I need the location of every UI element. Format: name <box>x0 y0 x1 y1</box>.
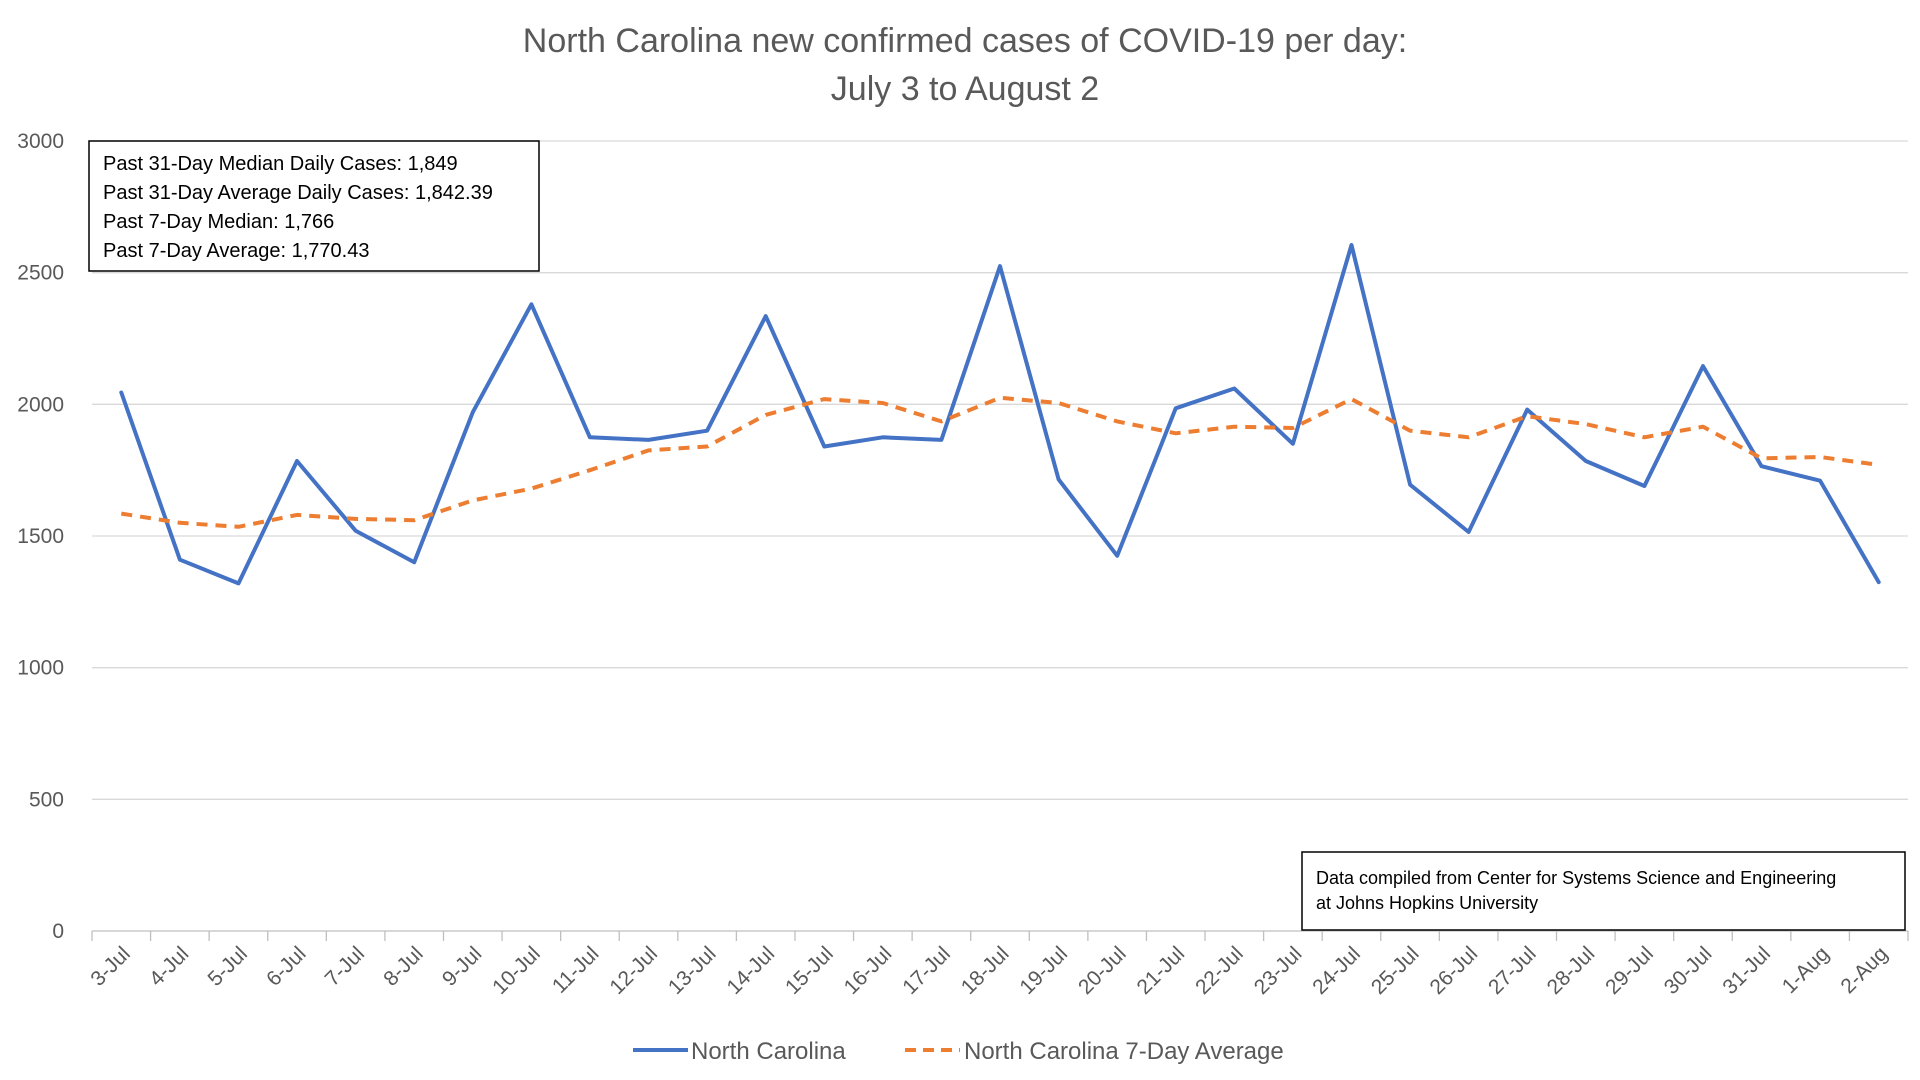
stats-annotation-box: Past 31-Day Median Daily Cases: 1,849 Pa… <box>88 140 540 272</box>
y-tick-label: 0 <box>52 920 64 943</box>
y-tick-label: 2500 <box>17 262 64 285</box>
x-tick-label: 19-Jul <box>1015 942 1072 999</box>
x-tick-label: 7-Jul <box>321 942 369 990</box>
x-tick-label: 27-Jul <box>1484 942 1541 999</box>
y-tick-label: 1500 <box>17 525 64 548</box>
x-tick-label: 3-Jul <box>86 942 134 990</box>
data-series <box>119 243 1881 586</box>
x-tick-label: 9-Jul <box>438 942 486 990</box>
y-tick-label: 1000 <box>17 657 64 680</box>
x-tick-label: 2-Aug <box>1836 942 1892 998</box>
series-line-north-carolina <box>119 243 1881 586</box>
x-tick-label: 30-Jul <box>1660 942 1717 999</box>
x-tick-label: 13-Jul <box>664 942 721 999</box>
x-tick-label: 14-Jul <box>723 942 780 999</box>
x-tick-label: 6-Jul <box>262 942 310 990</box>
source-line-2: at Johns Hopkins University <box>1316 893 1538 913</box>
y-tick-label: 3000 <box>17 130 64 153</box>
chart-title: North Carolina new confirmed cases of CO… <box>523 22 1407 60</box>
x-tick-label: 26-Jul <box>1425 942 1482 999</box>
y-tick-label: 500 <box>29 788 64 811</box>
source-annotation-box: Data compiled from Center for Systems Sc… <box>1301 851 1906 931</box>
x-tick-label: 1-Aug <box>1778 942 1834 998</box>
stats-line-3: Past 7-Day Median: 1,766 <box>103 211 334 233</box>
x-tick-label: 12-Jul <box>605 942 662 999</box>
x-axis-tick-labels: 3-Jul 4-Jul 5-Jul 6-Jul 7-Jul 8-Jul 9-Jul 10-Ju… <box>86 931 1909 999</box>
legend-label-north-carolina: North Carolina <box>691 1038 846 1065</box>
legend-item-north-carolina: North Carolina <box>633 1038 846 1065</box>
stats-line-1: Past 31-Day Median Daily Cases: 1,849 <box>103 153 458 175</box>
stats-line-4: Past 7-Day Average: 1,770.43 <box>103 240 369 262</box>
x-tick-label: 20-Jul <box>1074 942 1131 999</box>
source-line-1: Data compiled from Center for Systems Sc… <box>1316 868 1836 888</box>
x-tick-label: 21-Jul <box>1133 942 1190 999</box>
y-tick-label: 2000 <box>17 393 64 416</box>
x-tick-label: 28-Jul <box>1543 942 1600 999</box>
series-line-7-day-average <box>120 395 1879 529</box>
x-tick-label: 5-Jul <box>204 942 252 990</box>
x-tick-label: 29-Jul <box>1601 942 1658 999</box>
legend: North Carolina North Carolina 7-Day Aver… <box>633 1038 1284 1065</box>
x-tick-label: 16-Jul <box>840 942 897 999</box>
x-tick-label: 22-Jul <box>1191 942 1248 999</box>
x-tick-label: 31-Jul <box>1718 942 1775 999</box>
legend-item-7-day-average: North Carolina 7-Day Average <box>905 1038 1284 1065</box>
stats-line-2: Past 31-Day Average Daily Cases: 1,842.3… <box>103 182 493 204</box>
x-tick-label: 10-Jul <box>488 942 545 999</box>
x-tick-label: 4-Jul <box>145 942 193 990</box>
x-tick-label: 8-Jul <box>379 942 427 990</box>
x-tick-label: 15-Jul <box>781 942 838 999</box>
x-tick-label: 25-Jul <box>1367 942 1424 999</box>
legend-label-7-day-average: North Carolina 7-Day Average <box>964 1038 1284 1065</box>
x-tick-label: 24-Jul <box>1308 942 1365 999</box>
y-axis-tick-labels: 0 500 1000 1500 2000 2500 3000 <box>17 130 64 943</box>
x-tick-label: 18-Jul <box>957 942 1014 999</box>
x-tick-label: 23-Jul <box>1250 942 1307 999</box>
chart-subtitle: July 3 to August 2 <box>831 70 1099 108</box>
x-tick-label: 11-Jul <box>548 942 604 998</box>
x-tick-label: 17-Jul <box>898 942 955 999</box>
